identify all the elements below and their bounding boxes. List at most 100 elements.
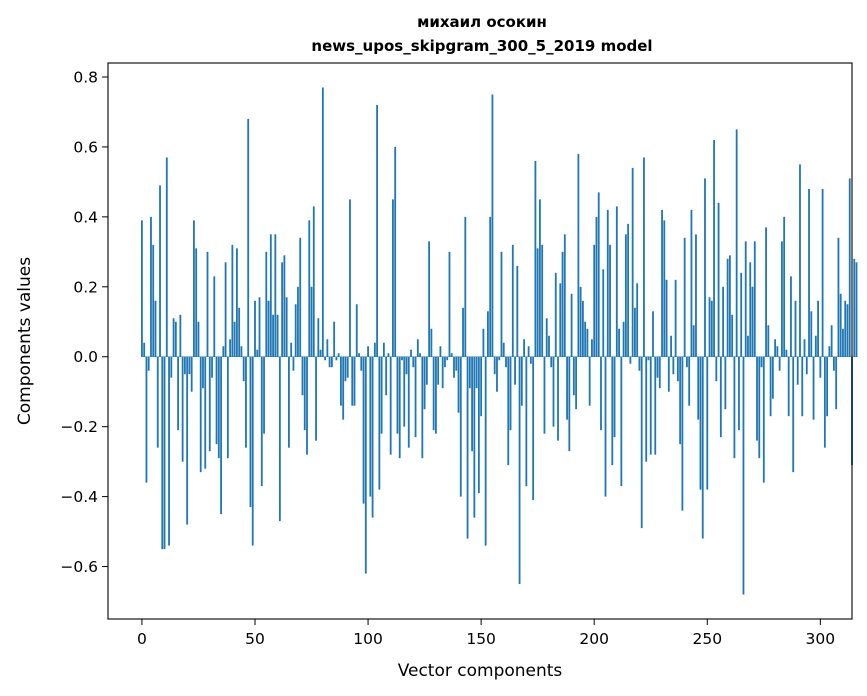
- bar: [394, 146, 397, 357]
- bar: [588, 356, 591, 406]
- bar: [328, 356, 331, 368]
- bar: [536, 248, 539, 357]
- bar: [765, 227, 767, 357]
- bar: [267, 300, 270, 357]
- bar: [213, 276, 216, 357]
- bar: [349, 199, 351, 357]
- bar: [466, 356, 469, 539]
- bar: [557, 356, 559, 441]
- bar: [258, 297, 261, 357]
- bar: [756, 356, 758, 441]
- bar: [423, 356, 426, 410]
- bar: [419, 353, 421, 357]
- bar: [188, 356, 191, 375]
- bar: [643, 157, 645, 357]
- bar: [568, 356, 571, 452]
- bar: [595, 216, 598, 357]
- x-tick-label: 50: [245, 630, 265, 648]
- y-tick-label: 0.4: [73, 208, 98, 226]
- bar: [464, 216, 467, 357]
- bar: [665, 279, 668, 357]
- bar: [606, 209, 609, 357]
- bar: [686, 356, 688, 368]
- bar: [638, 356, 641, 371]
- bar: [346, 356, 349, 378]
- bar: [444, 356, 446, 368]
- bar: [848, 178, 851, 357]
- bar: [572, 356, 575, 396]
- bar: [414, 356, 417, 438]
- bar: [826, 356, 829, 417]
- bar: [835, 356, 838, 410]
- bar: [683, 237, 686, 357]
- bar: [855, 262, 858, 357]
- y-tick-label: 0.0: [73, 348, 98, 366]
- bar: [790, 276, 792, 357]
- bar: [624, 234, 627, 357]
- bar: [539, 199, 541, 357]
- bar: [163, 356, 166, 550]
- bar: [183, 356, 186, 375]
- bar: [179, 314, 182, 357]
- bar: [609, 244, 611, 357]
- bar: [670, 335, 672, 357]
- bar: [333, 321, 336, 357]
- bar: [681, 356, 684, 511]
- bar: [265, 251, 268, 357]
- bar: [541, 244, 544, 357]
- bar: [817, 300, 819, 357]
- bar: [238, 307, 241, 357]
- bar: [699, 356, 702, 490]
- bar: [597, 192, 600, 357]
- bar: [154, 300, 157, 357]
- bar: [527, 346, 530, 357]
- bar: [733, 356, 736, 459]
- bar: [441, 356, 444, 389]
- bar: [710, 300, 713, 357]
- bar: [245, 356, 247, 448]
- bar: [190, 356, 193, 392]
- bar: [502, 342, 505, 357]
- x-axis-ticks: 0 50 100 150 200 250 300: [137, 619, 835, 648]
- bar: [482, 328, 485, 357]
- bar: [147, 356, 150, 371]
- bar: [376, 104, 379, 357]
- bar: [217, 356, 220, 459]
- bar: [738, 356, 740, 431]
- bar: [672, 356, 675, 375]
- bar: [674, 279, 677, 357]
- bar: [299, 237, 302, 357]
- bar: [344, 356, 347, 382]
- bar: [853, 258, 856, 357]
- bar: [713, 139, 715, 357]
- bar: [437, 356, 440, 385]
- bar: [591, 339, 593, 357]
- bar: [821, 188, 824, 357]
- bar: [202, 356, 204, 389]
- bar: [435, 356, 437, 434]
- bar: [656, 356, 659, 378]
- bar: [799, 164, 801, 357]
- bar: [584, 321, 587, 357]
- bar: [690, 209, 693, 357]
- bar: [308, 220, 311, 357]
- bar: [177, 356, 180, 431]
- bar: [480, 356, 483, 417]
- bar: [823, 356, 826, 448]
- bar: [496, 356, 498, 392]
- x-tick-label: 100: [353, 630, 383, 648]
- bar: [484, 356, 487, 546]
- bar: [529, 356, 532, 364]
- bar: [837, 237, 840, 357]
- bar: [505, 356, 507, 368]
- bar: [288, 356, 290, 448]
- bar: [645, 356, 648, 462]
- bar: [181, 356, 184, 462]
- bar: [468, 356, 471, 389]
- bar: [459, 356, 462, 497]
- bar: [801, 356, 804, 417]
- bar: [722, 286, 725, 357]
- bar: [534, 160, 537, 357]
- bar: [819, 356, 822, 378]
- bar: [846, 304, 849, 357]
